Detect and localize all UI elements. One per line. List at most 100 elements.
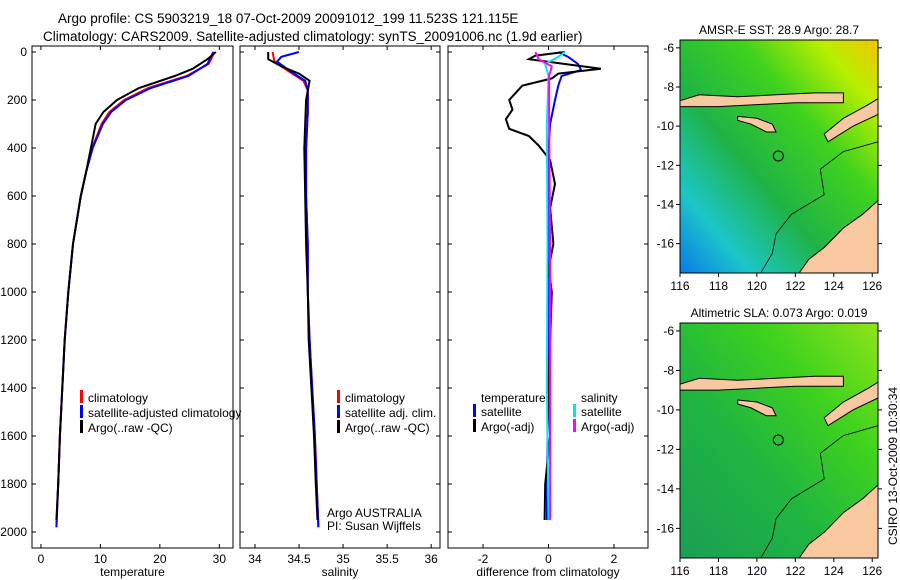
figure-title-line1: Argo profile: CS 5903219_18 07-Oct-2009 … bbox=[58, 11, 519, 26]
legend-swatch bbox=[337, 390, 340, 403]
sla-map: Altimetric SLA: 0.073 Argo: 0.019 116 118 1… bbox=[657, 306, 883, 578]
x-tick-label: 36 bbox=[425, 552, 439, 566]
x-tick-label: 116 bbox=[670, 279, 689, 293]
annotation-text: Argo AUSTRALIA bbox=[327, 506, 422, 520]
legend-swatch bbox=[473, 404, 476, 417]
x-tick-label: 120 bbox=[747, 279, 767, 293]
legend-swatch bbox=[573, 404, 576, 417]
legend-label: Argo(-adj) bbox=[581, 420, 634, 434]
bathymetry-contour bbox=[760, 141, 879, 274]
y-tick-label: -10 bbox=[657, 119, 675, 133]
x-tick-label: 35.5 bbox=[375, 552, 399, 566]
y-tick-label: -16 bbox=[657, 237, 675, 251]
y-tick-label: -16 bbox=[657, 521, 675, 535]
y-tick-label: -6 bbox=[663, 41, 674, 55]
x-tick-label: 10 bbox=[94, 552, 108, 566]
y-tick-label: -8 bbox=[663, 80, 674, 94]
y-tick-label: -14 bbox=[657, 197, 675, 211]
series-line-salinity-argo bbox=[534, 51, 553, 520]
series-line-argo bbox=[55, 51, 217, 521]
y-tick-label: -10 bbox=[657, 403, 675, 417]
legend-swatch bbox=[573, 419, 576, 432]
y-tick-label: 200 bbox=[7, 93, 27, 107]
map-box bbox=[679, 322, 879, 559]
x-tick-label: 118 bbox=[709, 564, 728, 578]
x-tick-label: 118 bbox=[709, 279, 728, 293]
y-tick-label: 1800 bbox=[0, 477, 27, 491]
map-title: Altimetric SLA: 0.073 Argo: 0.019 bbox=[691, 306, 868, 320]
y-tick-label: 800 bbox=[7, 237, 27, 251]
x-tick-label: 30 bbox=[213, 552, 227, 566]
x-tick-label: 35 bbox=[336, 552, 350, 566]
x-tick-label: -2 bbox=[478, 552, 489, 566]
series-line-climatology bbox=[55, 51, 216, 528]
x-tick-label: 0 bbox=[545, 552, 552, 566]
legend-swatch bbox=[80, 420, 83, 433]
x-tick-label: 34 bbox=[248, 552, 262, 566]
series-line-argo bbox=[267, 52, 319, 521]
x-tick-label: 126 bbox=[862, 564, 882, 578]
axes-box bbox=[239, 45, 441, 549]
legend-label: satellite adj. clim. bbox=[345, 406, 436, 420]
map-title: AMSR-E SST: 28.9 Argo: 28.7 bbox=[699, 23, 859, 37]
legend-label: Argo(..raw -QC) bbox=[345, 421, 430, 435]
x-axis-label: salinity bbox=[322, 565, 359, 579]
bathymetry-contour bbox=[760, 425, 879, 559]
y-tick-label: 1000 bbox=[0, 285, 27, 299]
y-tick-label: 400 bbox=[7, 141, 27, 155]
legend-header-salinity: salinity bbox=[581, 391, 618, 405]
series-line-satellite bbox=[55, 51, 215, 528]
y-tick-label: -6 bbox=[663, 324, 674, 338]
axes-box bbox=[31, 45, 234, 549]
legend-label: satellite bbox=[481, 405, 522, 419]
side-timestamp: CSIRO 13-Oct-2009 10:30:34 bbox=[886, 387, 900, 545]
legend-swatch bbox=[80, 405, 83, 418]
series-line-climatology bbox=[271, 51, 320, 528]
argo-position-marker bbox=[772, 434, 784, 446]
y-tick-label: 1400 bbox=[0, 381, 27, 395]
x-tick-label: 34.5 bbox=[287, 552, 311, 566]
sst-map: AMSR-E SST: 28.9 Argo: 28.7 116 118 120 122 1… bbox=[657, 23, 883, 293]
y-tick-label: -12 bbox=[657, 158, 675, 172]
legend-swatch bbox=[337, 405, 340, 418]
x-tick-label: 124 bbox=[824, 564, 844, 578]
x-tick-label: 0 bbox=[38, 552, 45, 566]
legend-swatch bbox=[80, 390, 83, 403]
legend-label: satellite-adjusted climatology bbox=[88, 406, 241, 420]
annotation-text: PI: Susan Wijffels bbox=[327, 519, 421, 533]
x-tick-label: 124 bbox=[824, 279, 844, 293]
y-tick-label: -8 bbox=[663, 363, 674, 377]
legend-label: climatology bbox=[345, 391, 405, 405]
y-tick-label: 600 bbox=[7, 189, 27, 203]
x-tick-label: 122 bbox=[785, 279, 805, 293]
temperature-profile: 0 10 20 30 temperature 0 200 400 600 800 1000 1200 1… bbox=[0, 45, 241, 579]
series-line-salinity-satellite bbox=[544, 51, 566, 521]
y-tick-label: -12 bbox=[657, 442, 675, 456]
series-line-temperature-satellite bbox=[545, 51, 583, 521]
argo-position-marker bbox=[772, 150, 784, 162]
map-box bbox=[679, 39, 879, 274]
x-tick-label: 2 bbox=[611, 552, 618, 566]
land-polygon bbox=[737, 399, 777, 417]
land-polygon bbox=[737, 115, 777, 133]
x-axis-label: difference from climatology bbox=[476, 565, 619, 579]
legend-label: climatology bbox=[88, 391, 148, 405]
legend-label: Argo(-adj) bbox=[481, 420, 534, 434]
salinity-profile: 34 34.5 35 35.5 36 salinity climatologysatelli… bbox=[239, 45, 441, 579]
y-tick-label: -14 bbox=[657, 482, 675, 496]
series-line-temperature-argo bbox=[504, 51, 602, 521]
legend-label: satellite bbox=[581, 405, 622, 419]
legend-label: Argo(..raw -QC) bbox=[88, 421, 173, 435]
x-tick-label: 20 bbox=[153, 552, 167, 566]
y-tick-label: 1200 bbox=[0, 333, 27, 347]
x-tick-label: 126 bbox=[862, 279, 882, 293]
figure-title-line2: Climatology: CARS2009. Satellite-adjuste… bbox=[43, 29, 583, 44]
series-line-satellite bbox=[275, 51, 320, 528]
legend-swatch bbox=[337, 420, 340, 433]
x-axis-label: temperature bbox=[100, 565, 165, 579]
land-polygon bbox=[679, 375, 844, 391]
y-tick-label: 2000 bbox=[0, 525, 27, 539]
x-tick-label: 116 bbox=[670, 564, 689, 578]
